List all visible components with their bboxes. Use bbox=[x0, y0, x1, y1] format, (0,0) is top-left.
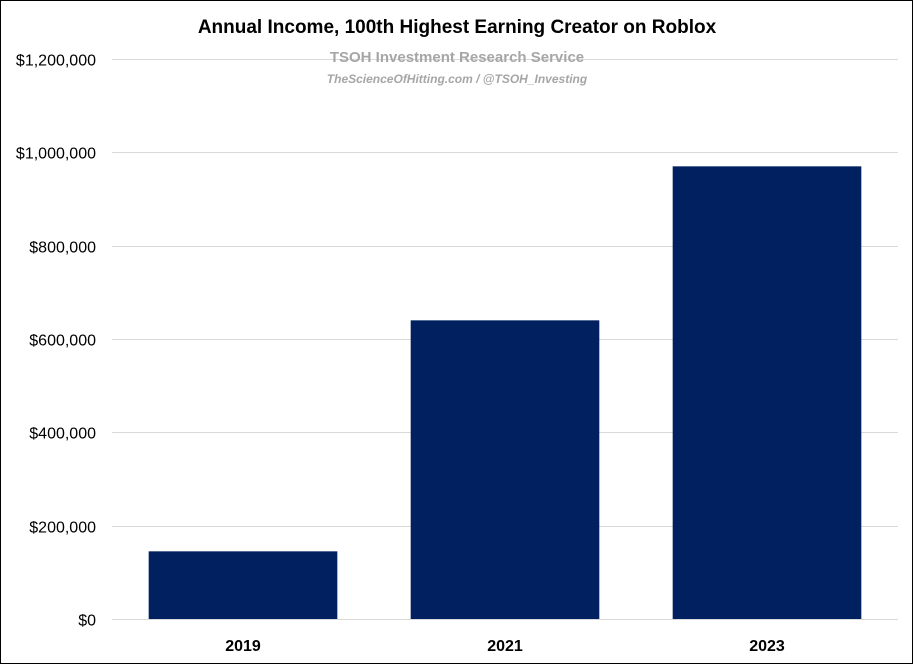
y-axis-ticks: $0 $200,000 $400,000 $600,000 $800,000 $1,000… bbox=[16, 53, 96, 630]
watermark-line-1: TSOH Investment Research Service bbox=[330, 49, 584, 66]
y-tick-label: $200,000 bbox=[29, 520, 96, 537]
x-tick-label: 2019 bbox=[225, 638, 261, 655]
y-tick-label: $0 bbox=[78, 613, 96, 630]
watermark-line-2: TheScienceOfHitting.com / @TSOH_Investin… bbox=[327, 72, 588, 86]
y-tick-label: $1,200,000 bbox=[16, 53, 96, 70]
chart-title: Annual Income, 100th Highest Earning Cre… bbox=[198, 17, 717, 38]
bar-2019 bbox=[148, 551, 338, 619]
bar-2023 bbox=[672, 166, 862, 620]
x-tick-label: 2023 bbox=[749, 638, 785, 655]
bar-2021 bbox=[410, 320, 600, 619]
y-tick-label: $600,000 bbox=[29, 333, 96, 350]
y-tick-label: $400,000 bbox=[29, 426, 96, 443]
bars bbox=[148, 166, 862, 620]
x-axis-ticks: 2019 2021 2023 bbox=[225, 638, 785, 655]
y-tick-label: $1,000,000 bbox=[16, 146, 96, 163]
y-tick-label: $800,000 bbox=[29, 240, 96, 257]
x-tick-label: 2021 bbox=[487, 638, 523, 655]
